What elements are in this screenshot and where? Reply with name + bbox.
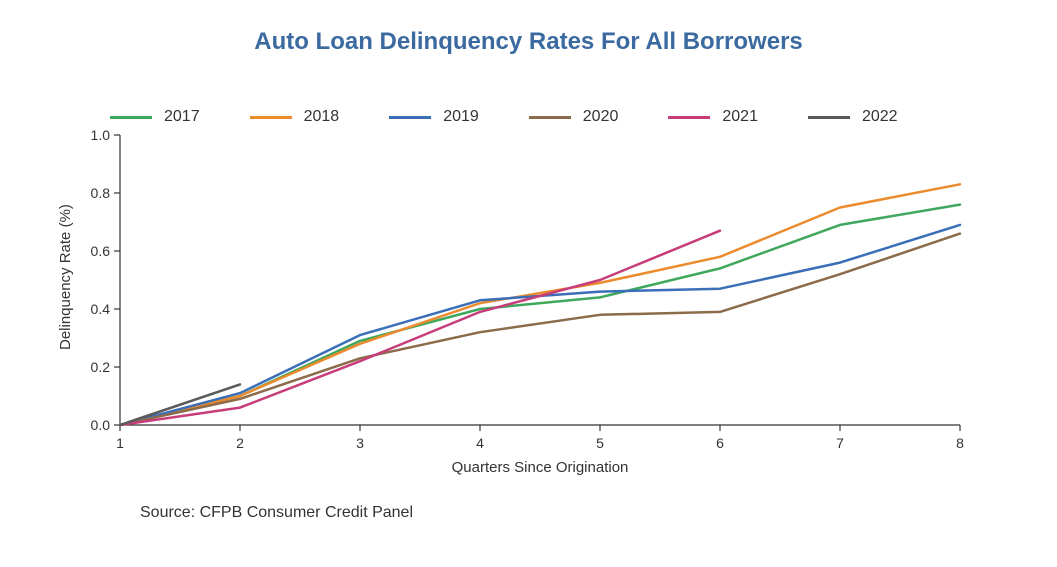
source-note: Source: CFPB Consumer Credit Panel: [140, 504, 413, 522]
legend-item: 2020: [529, 108, 619, 126]
chart-title: Auto Loan Delinquency Rates For All Borr…: [0, 28, 1057, 56]
y-axis-title: Delinquency Rate (%): [57, 204, 74, 350]
legend-item: 2022: [808, 108, 898, 126]
legend-item: 2017: [110, 108, 200, 126]
series-line: [120, 205, 960, 425]
legend-swatch: [808, 116, 850, 119]
x-tick-label: 6: [705, 435, 735, 451]
legend-label: 2017: [164, 108, 200, 126]
legend: 2017 2018 2019 2020 2021 2022: [110, 108, 898, 126]
y-tick-label: 1.0: [70, 127, 110, 143]
y-tick-label: 0.8: [70, 185, 110, 201]
series-line: [120, 384, 240, 425]
legend-label: 2018: [304, 108, 340, 126]
series-line: [120, 234, 960, 425]
legend-swatch: [250, 116, 292, 119]
x-tick-label: 4: [465, 435, 495, 451]
x-tick-label: 8: [945, 435, 975, 451]
y-tick-label: 0.0: [70, 417, 110, 433]
x-tick-label: 5: [585, 435, 615, 451]
legend-item: 2018: [250, 108, 340, 126]
page: Auto Loan Delinquency Rates For All Borr…: [0, 0, 1057, 567]
x-tick-label: 3: [345, 435, 375, 451]
series-line: [120, 225, 960, 425]
legend-swatch: [529, 116, 571, 119]
x-tick-label: 2: [225, 435, 255, 451]
legend-swatch: [389, 116, 431, 119]
x-tick-label: 7: [825, 435, 855, 451]
y-tick-label: 0.6: [70, 243, 110, 259]
y-tick-label: 0.4: [70, 301, 110, 317]
legend-label: 2020: [583, 108, 619, 126]
legend-item: 2021: [668, 108, 758, 126]
y-tick-label: 0.2: [70, 359, 110, 375]
legend-label: 2019: [443, 108, 479, 126]
legend-swatch: [668, 116, 710, 119]
x-tick-label: 1: [105, 435, 135, 451]
chart-area: [120, 135, 960, 425]
legend-swatch: [110, 116, 152, 119]
legend-label: 2021: [722, 108, 758, 126]
legend-item: 2019: [389, 108, 479, 126]
line-chart-svg: [120, 135, 960, 425]
x-axis-title: Quarters Since Origination: [120, 459, 960, 476]
legend-label: 2022: [862, 108, 898, 126]
